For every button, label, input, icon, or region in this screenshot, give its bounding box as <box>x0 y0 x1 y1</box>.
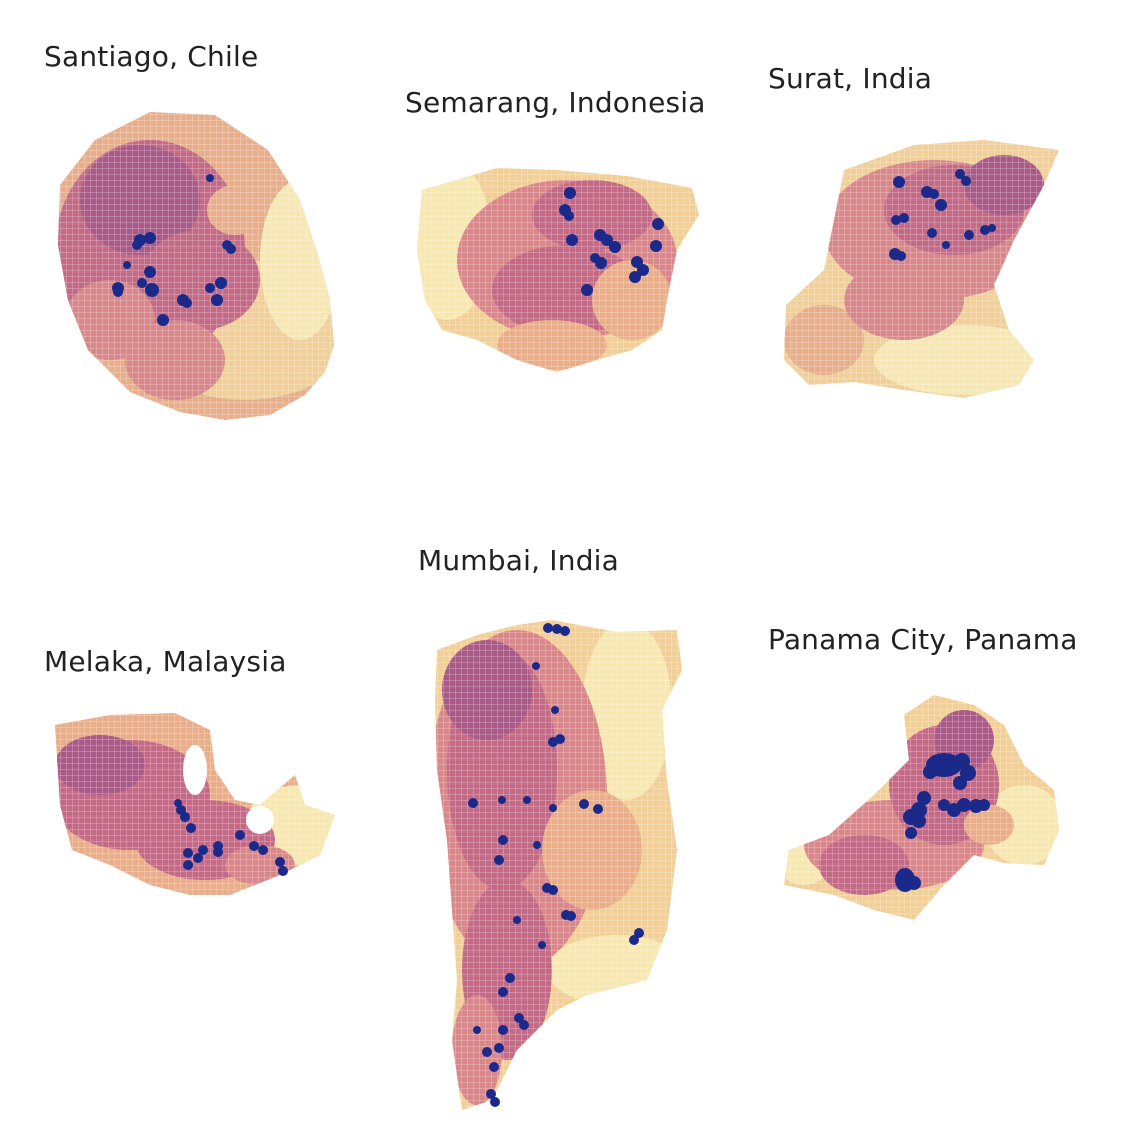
points-melaka <box>174 799 288 876</box>
points-mumbai <box>468 623 644 1107</box>
city-label-semarang: Semarang, Indonesia <box>405 86 706 119</box>
points-semarang <box>559 187 664 296</box>
panel-surat: Surat, India <box>754 0 1130 470</box>
panel-panama: Panama City, Panama <box>754 565 1130 1130</box>
city-label-santiago: Santiago, Chile <box>44 40 259 73</box>
city-label-mumbai: Mumbai, India <box>418 544 620 577</box>
points-surat <box>889 169 996 261</box>
city-label-melaka: Melaka, Malaysia <box>44 645 287 678</box>
points-santiago <box>112 174 236 326</box>
city-label-surat: Surat, India <box>768 62 933 95</box>
panel-santiago: Santiago, Chile <box>0 0 377 470</box>
city-map-panama <box>784 695 1059 920</box>
points-panama <box>895 753 990 892</box>
city-map-semarang <box>417 168 699 372</box>
city-label-panama: Panama City, Panama <box>768 623 1078 656</box>
city-map-mumbai <box>435 620 682 1110</box>
city-map-santiago <box>58 112 334 420</box>
panel-melaka: Melaka, Malaysia <box>0 565 377 1130</box>
city-map-surat <box>784 140 1059 398</box>
panel-mumbai: Mumbai, India <box>377 470 754 1130</box>
city-map-melaka <box>55 713 335 895</box>
panel-semarang: Semarang, Indonesia <box>377 0 754 470</box>
